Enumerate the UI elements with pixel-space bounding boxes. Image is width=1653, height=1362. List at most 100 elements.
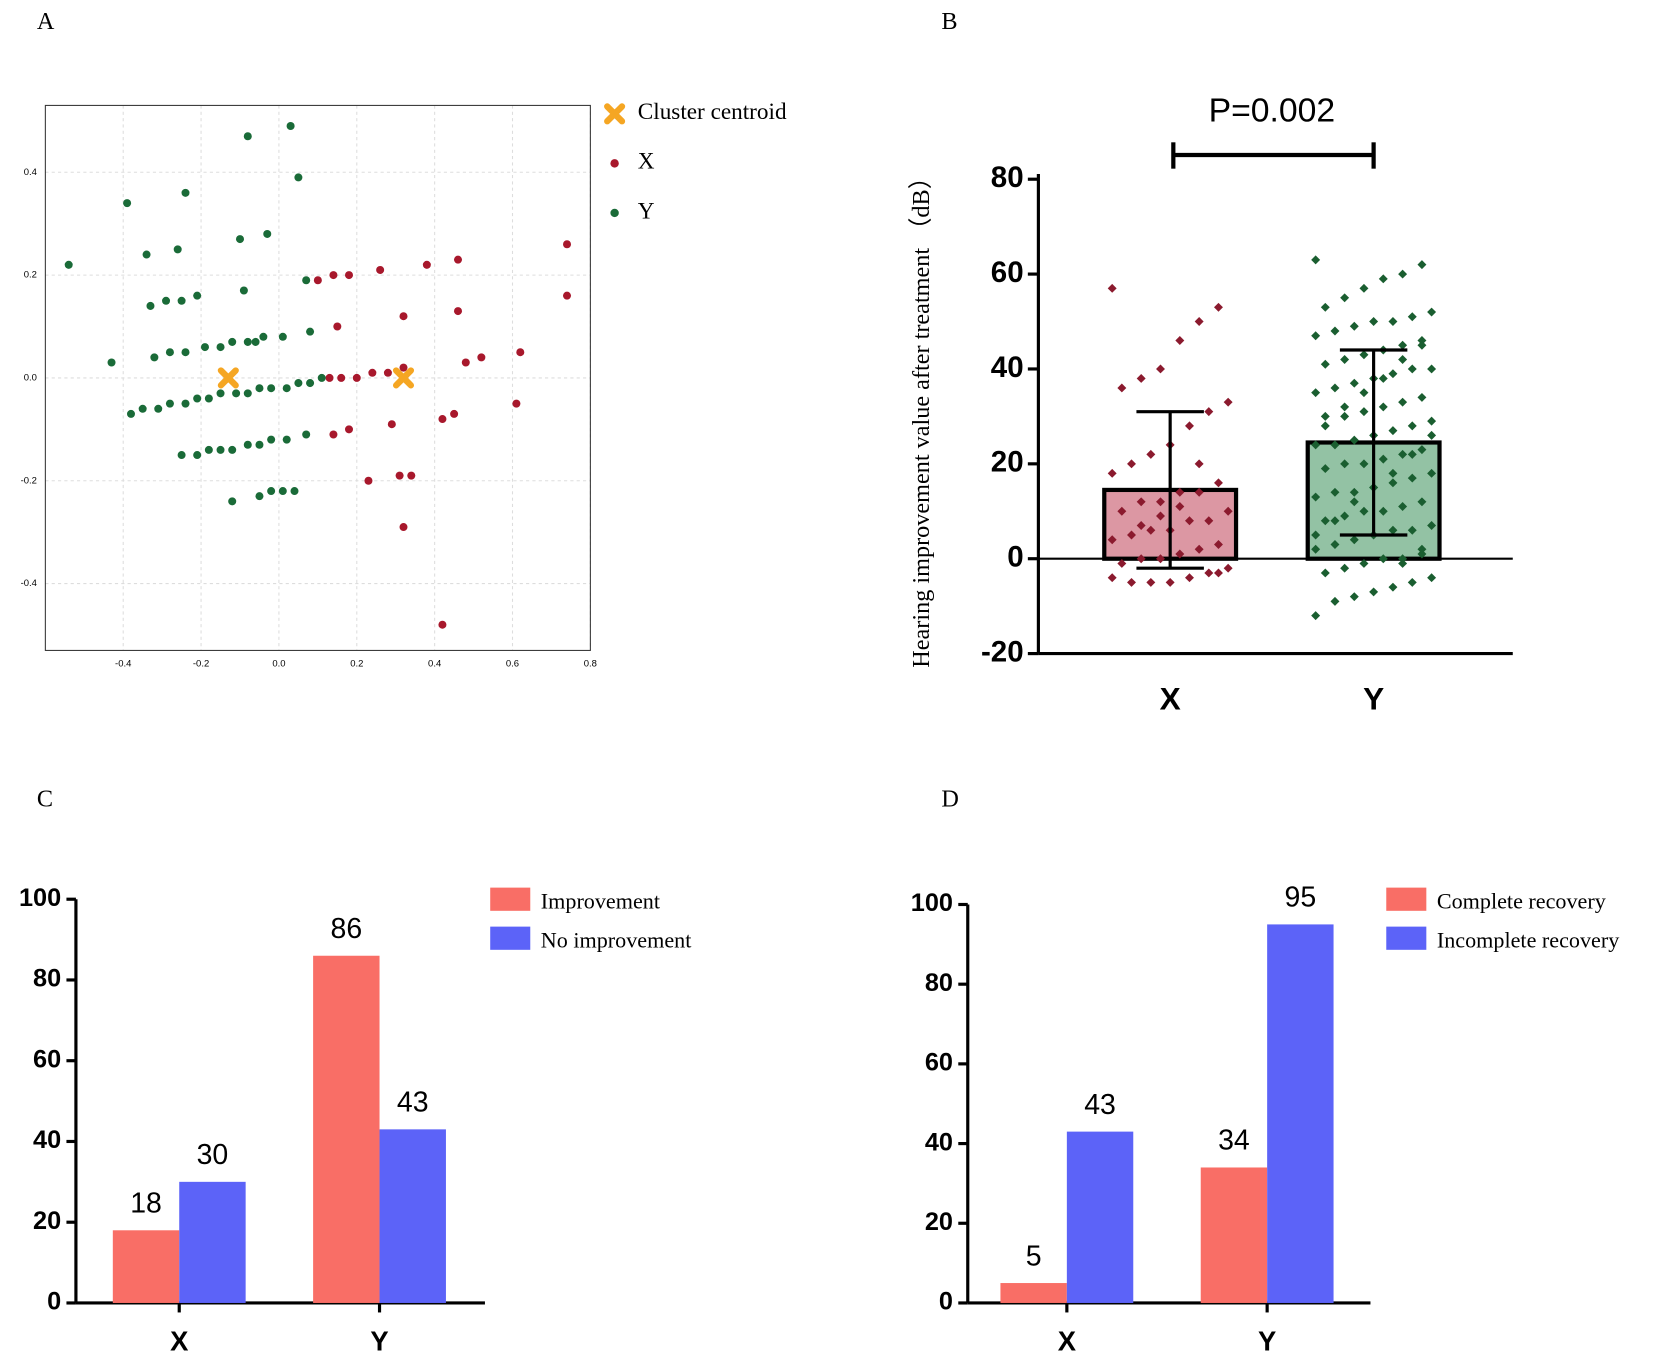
- point: [1136, 373, 1146, 383]
- data-label: 34: [1218, 1125, 1250, 1157]
- data-label: 86: [330, 913, 362, 945]
- point: [1398, 269, 1408, 279]
- point: [162, 296, 171, 305]
- point: [294, 173, 303, 182]
- y-tick-label: 60: [925, 1049, 953, 1077]
- point: [1359, 388, 1369, 398]
- point: [123, 199, 132, 208]
- y-tick-label: 0: [939, 1288, 953, 1316]
- point: [364, 476, 373, 485]
- point: [235, 235, 245, 244]
- point: [1398, 449, 1408, 459]
- x-tick-label: -0.4: [115, 659, 131, 670]
- y-tick-label: 20: [33, 1207, 61, 1235]
- point: [1340, 563, 1350, 573]
- legend-swatch: [610, 208, 619, 218]
- point: [1136, 497, 1146, 507]
- point: [1398, 558, 1408, 568]
- point: [1320, 568, 1330, 578]
- point: [399, 523, 408, 532]
- point: [1117, 383, 1127, 393]
- point: [1320, 359, 1330, 369]
- point: [290, 487, 299, 496]
- legend-swatch: [490, 926, 531, 950]
- point: [1340, 355, 1350, 364]
- point: [325, 373, 334, 382]
- point: [193, 394, 202, 403]
- point: [267, 435, 276, 444]
- y-tick-label: 60: [991, 256, 1024, 289]
- point: [1407, 364, 1417, 374]
- point: [1311, 544, 1321, 554]
- point: [282, 435, 291, 444]
- point: [306, 327, 315, 336]
- point: [1156, 497, 1165, 507]
- point: [228, 337, 237, 346]
- y-tick-label: 80: [33, 965, 61, 993]
- y-axis-label: Hearing improvement value after treatmen…: [908, 165, 935, 668]
- point: [193, 291, 202, 300]
- point: [1107, 283, 1117, 293]
- y-tick-label: 0.0: [24, 372, 37, 383]
- y-tick-label: -20: [981, 635, 1024, 668]
- point: [1136, 554, 1146, 564]
- bar: [313, 955, 380, 1303]
- point: [146, 301, 155, 310]
- point: [1417, 549, 1427, 559]
- x-tick-label: Y: [370, 1325, 388, 1356]
- point: [1398, 554, 1408, 564]
- point: [1204, 568, 1214, 578]
- point: [1185, 573, 1194, 583]
- x-tick-label: 0.0: [272, 659, 285, 670]
- point: [461, 358, 470, 367]
- y-tick-label: 0.4: [24, 167, 37, 178]
- point: [1127, 459, 1136, 469]
- point: [337, 373, 346, 382]
- point: [1194, 544, 1204, 554]
- point: [286, 121, 295, 130]
- point: [344, 271, 354, 280]
- point: [352, 373, 361, 382]
- point: [329, 430, 338, 439]
- point: [1359, 558, 1369, 568]
- point: [278, 332, 287, 341]
- point: [313, 276, 322, 285]
- point: [1146, 449, 1156, 459]
- x-tick-label: X: [170, 1325, 189, 1356]
- point: [329, 271, 338, 280]
- point: [259, 332, 268, 341]
- point: [376, 265, 385, 274]
- legend-label: Complete recovery: [1437, 889, 1606, 914]
- point: [228, 497, 237, 506]
- point: [200, 343, 209, 352]
- point: [1194, 459, 1204, 469]
- point: [453, 307, 463, 316]
- point: [344, 425, 354, 434]
- point: [294, 379, 303, 388]
- y-tick-label: 40: [991, 351, 1024, 384]
- point: [1223, 397, 1233, 407]
- legend-label: Improvement: [541, 889, 661, 914]
- bar: [1066, 1131, 1134, 1303]
- point: [239, 286, 248, 295]
- point: [1378, 373, 1388, 383]
- point: [333, 322, 342, 331]
- y-tick-label: 20: [925, 1208, 953, 1236]
- point: [1156, 511, 1165, 521]
- point: [204, 445, 213, 454]
- point: [150, 353, 159, 362]
- point: [216, 343, 225, 352]
- annotation: P=0.002: [1209, 92, 1336, 130]
- point: [243, 132, 252, 141]
- point: [1417, 260, 1427, 270]
- point: [267, 487, 276, 496]
- point: [154, 404, 163, 413]
- centroid: [217, 367, 239, 389]
- point: [1407, 449, 1417, 459]
- point: [563, 291, 572, 300]
- point: [399, 363, 408, 372]
- point: [1359, 407, 1369, 417]
- point: [1117, 558, 1127, 568]
- point: [243, 389, 252, 398]
